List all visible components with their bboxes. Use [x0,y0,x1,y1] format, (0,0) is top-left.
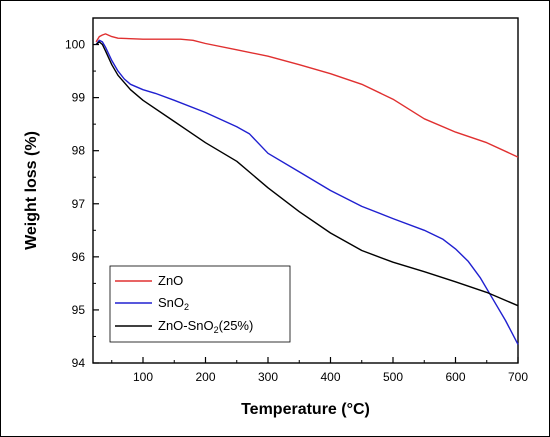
x-tick-label: 600 [445,370,465,384]
legend-label-sno2: SnO2 [158,295,189,312]
y-tick-label: 100 [65,38,85,52]
x-axis-title: Temperature (°C) [241,401,370,418]
series-line-0 [95,33,519,158]
x-tick-label: 700 [508,370,528,384]
legend-label-composite: ZnO-SnO2(25%) [158,318,253,335]
y-tick-label: 96 [72,250,86,264]
series-line-2 [95,41,519,307]
x-tick-label: 400 [320,370,340,384]
plot-area [92,17,519,364]
y-tick-label: 97 [72,197,86,211]
series-lines [95,33,519,345]
y-tick-label: 95 [72,303,86,317]
series-line-1 [95,39,519,345]
y-axis-title: Weight loss (%) [23,131,40,250]
x-tick-label: 100 [133,370,153,384]
x-tick-label: 500 [383,370,403,384]
y-tick-label: 94 [72,356,86,370]
y-tick-label: 98 [72,144,86,158]
x-tick-label: 200 [195,370,215,384]
legend-box [109,265,291,343]
legend: ZnO SnO2 ZnO-SnO2(25%) [109,265,291,343]
axis-ticks: 100 200 300 400 500 600 700 94 95 96 97 98 99 100 [65,38,528,384]
y-tick-label: 99 [72,91,86,105]
x-tick-label: 300 [258,370,278,384]
legend-label-zno: ZnO [158,273,183,288]
